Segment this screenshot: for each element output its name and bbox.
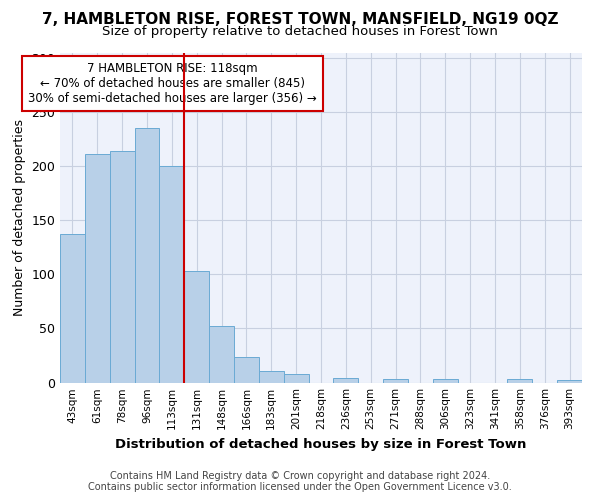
Bar	[110, 151, 134, 382]
Y-axis label: Number of detached properties: Number of detached properties	[13, 119, 26, 316]
Text: Contains HM Land Registry data © Crown copyright and database right 2024.
Contai: Contains HM Land Registry data © Crown c…	[88, 471, 512, 492]
Text: Size of property relative to detached houses in Forest Town: Size of property relative to detached ho…	[102, 25, 498, 38]
Bar	[160, 166, 184, 382]
Text: 7 HAMBLETON RISE: 118sqm
← 70% of detached houses are smaller (845)
30% of semi-: 7 HAMBLETON RISE: 118sqm ← 70% of detach…	[28, 62, 317, 106]
Bar	[209, 326, 234, 382]
Bar	[433, 380, 458, 382]
Bar	[85, 154, 110, 382]
Text: 7, HAMBLETON RISE, FOREST TOWN, MANSFIELD, NG19 0QZ: 7, HAMBLETON RISE, FOREST TOWN, MANSFIEL…	[42, 12, 558, 28]
Bar	[334, 378, 358, 382]
Bar	[284, 374, 308, 382]
Bar	[383, 380, 408, 382]
X-axis label: Distribution of detached houses by size in Forest Town: Distribution of detached houses by size …	[115, 438, 527, 451]
Bar	[234, 356, 259, 382]
Bar	[557, 380, 582, 382]
Bar	[60, 234, 85, 382]
Bar	[184, 271, 209, 382]
Bar	[259, 370, 284, 382]
Bar	[508, 380, 532, 382]
Bar	[134, 128, 160, 382]
